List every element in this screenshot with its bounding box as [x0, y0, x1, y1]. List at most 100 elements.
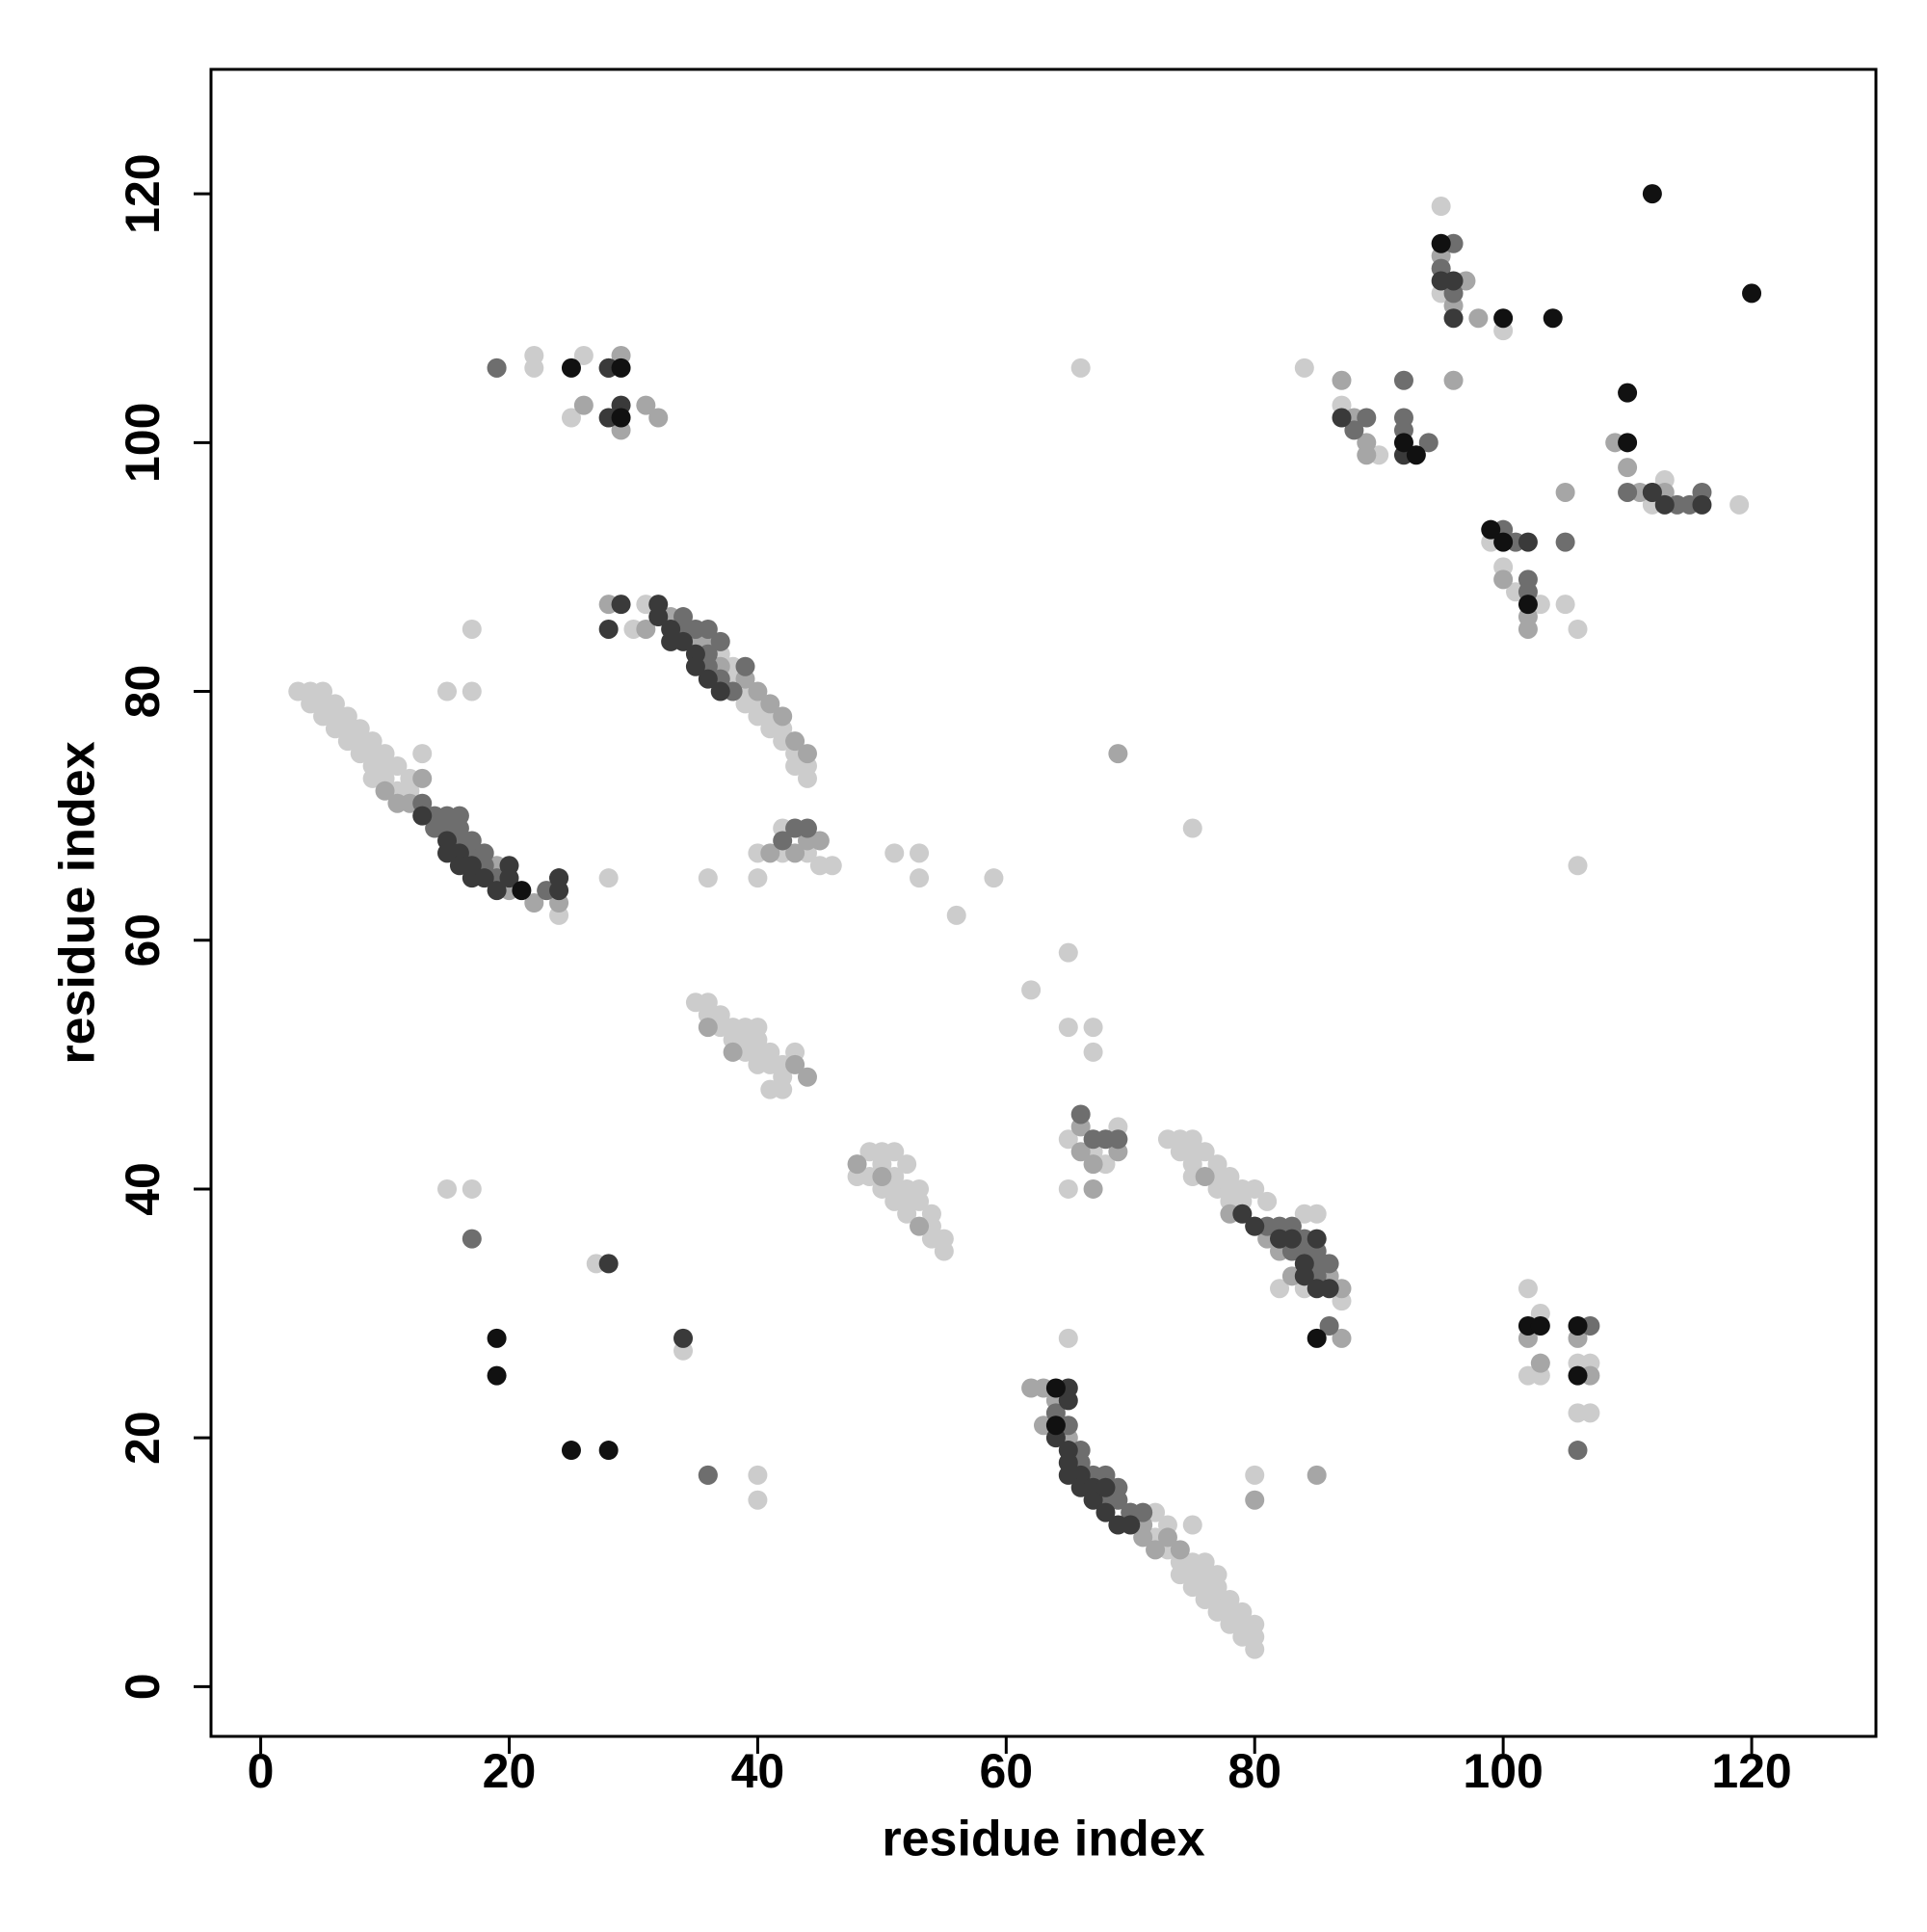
point — [1555, 595, 1575, 615]
point — [822, 856, 842, 876]
point — [1443, 370, 1464, 390]
point — [1045, 1378, 1066, 1398]
point — [897, 1204, 917, 1224]
x-axis-label: residue index — [882, 1812, 1204, 1867]
point — [1195, 1552, 1215, 1573]
point — [1070, 1142, 1091, 1162]
point — [748, 681, 768, 701]
point — [1108, 744, 1128, 764]
point — [1443, 308, 1464, 329]
point — [499, 868, 519, 888]
point — [437, 1178, 458, 1199]
point — [1070, 357, 1091, 378]
point — [1568, 619, 1588, 639]
point — [797, 744, 817, 764]
point — [1058, 942, 1078, 963]
point — [1146, 1540, 1166, 1560]
point — [1692, 494, 1712, 515]
point — [598, 1254, 619, 1274]
point — [487, 357, 507, 378]
point — [1083, 1154, 1103, 1175]
point — [412, 744, 433, 764]
point — [1568, 1315, 1588, 1336]
point — [1257, 1191, 1278, 1211]
point — [611, 408, 631, 428]
point — [685, 656, 705, 676]
point — [1344, 420, 1364, 440]
point — [797, 818, 817, 838]
point — [1393, 370, 1413, 390]
point — [1195, 1142, 1215, 1162]
point — [1518, 532, 1538, 552]
point — [1121, 1515, 1141, 1535]
point — [648, 607, 669, 627]
point — [1443, 271, 1464, 291]
point — [561, 408, 581, 428]
point — [1618, 383, 1638, 403]
point — [1083, 1042, 1103, 1062]
point — [636, 395, 656, 415]
point — [1270, 1229, 1290, 1249]
point — [1493, 308, 1514, 329]
point — [1095, 1477, 1116, 1497]
y-tick-label: 20 — [116, 1411, 170, 1465]
point — [1021, 1378, 1042, 1398]
x-tick-label: 60 — [980, 1744, 1034, 1798]
point — [648, 408, 669, 428]
x-tick-label: 80 — [1227, 1744, 1281, 1798]
point — [611, 357, 631, 378]
point — [748, 1054, 768, 1074]
point — [773, 706, 793, 727]
y-tick-label: 60 — [116, 913, 170, 967]
point — [1058, 1018, 1078, 1038]
point — [487, 1365, 507, 1386]
point — [1493, 569, 1514, 590]
point — [1058, 1129, 1078, 1150]
point — [1307, 1465, 1327, 1485]
point — [487, 881, 507, 901]
point — [1108, 1129, 1128, 1150]
point — [425, 818, 445, 838]
point — [387, 755, 408, 776]
point — [449, 818, 469, 838]
point — [1021, 980, 1042, 1000]
point — [872, 1167, 892, 1187]
point — [1108, 1490, 1128, 1510]
point — [698, 1018, 718, 1038]
point — [673, 631, 694, 651]
point — [797, 768, 817, 788]
x-tick-label: 100 — [1463, 1744, 1543, 1798]
point — [735, 656, 755, 676]
point — [710, 631, 730, 651]
point — [1618, 482, 1638, 502]
point — [748, 1490, 768, 1510]
point — [698, 669, 718, 689]
point — [573, 345, 594, 365]
point — [1493, 532, 1514, 552]
point — [1418, 433, 1439, 453]
x-tick-label: 40 — [731, 1744, 785, 1798]
point — [1393, 433, 1413, 453]
point — [1170, 1540, 1190, 1560]
point — [1245, 1178, 1265, 1199]
point — [1618, 433, 1638, 453]
point — [797, 1067, 817, 1087]
point — [1307, 1204, 1327, 1224]
point — [884, 843, 905, 863]
point — [573, 395, 594, 415]
point — [785, 843, 805, 863]
point — [1568, 1441, 1588, 1461]
point — [698, 868, 718, 888]
point — [984, 868, 1004, 888]
point — [1543, 308, 1563, 329]
point — [1580, 1403, 1600, 1423]
point — [524, 893, 544, 913]
point — [710, 681, 730, 701]
point — [598, 1441, 619, 1461]
point — [910, 868, 930, 888]
x-tick-label: 120 — [1711, 1744, 1791, 1798]
point — [561, 1441, 581, 1461]
point — [1319, 1279, 1339, 1299]
point — [1642, 482, 1662, 502]
